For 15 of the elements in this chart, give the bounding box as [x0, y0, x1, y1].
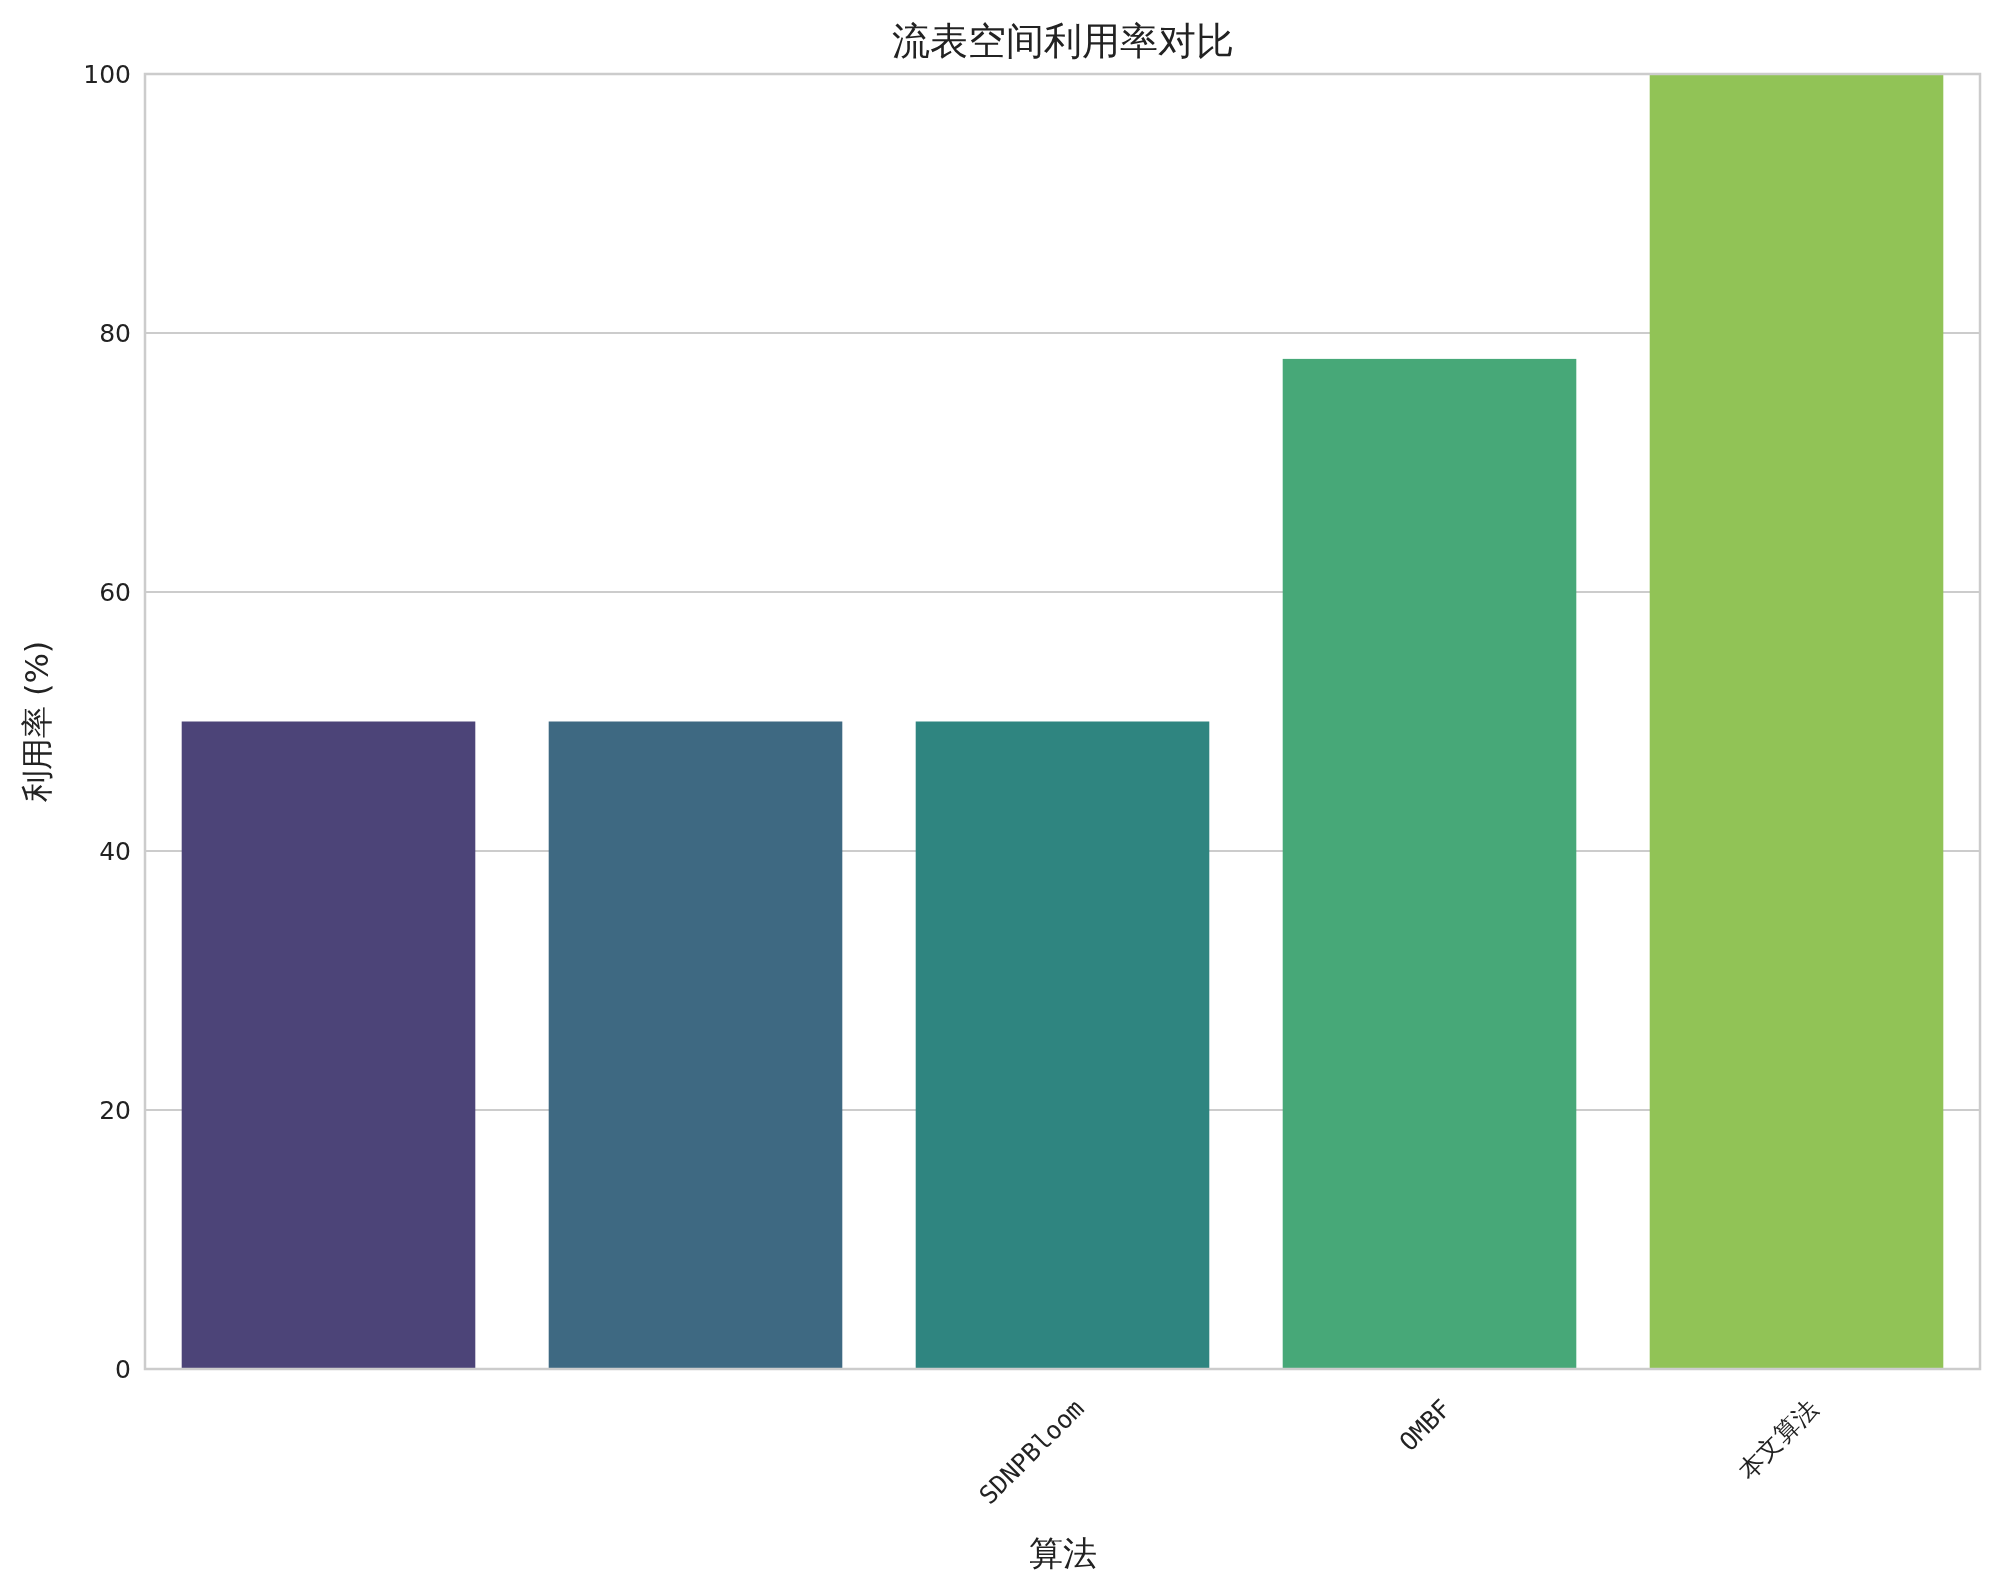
y-tick-label: 60 [99, 578, 131, 607]
bar [1649, 74, 1944, 1369]
y-tick-label: 40 [99, 837, 131, 866]
bar [1282, 358, 1577, 1369]
x-axis-title: 算法 [1028, 1533, 1097, 1573]
y-tick-label: 0 [115, 1355, 131, 1384]
y-tick-label: 80 [99, 319, 131, 348]
y-tick-label: 20 [99, 1096, 131, 1125]
bar [548, 721, 843, 1369]
y-tick-label: 100 [83, 60, 131, 89]
bar [181, 721, 476, 1369]
y-axis-title: 利用率 (%) [18, 640, 56, 803]
chart-title: 流表空间利用率对比 [891, 19, 1234, 63]
x-tick-label: 本文算法 [1732, 1393, 1824, 1485]
bar [915, 721, 1210, 1369]
